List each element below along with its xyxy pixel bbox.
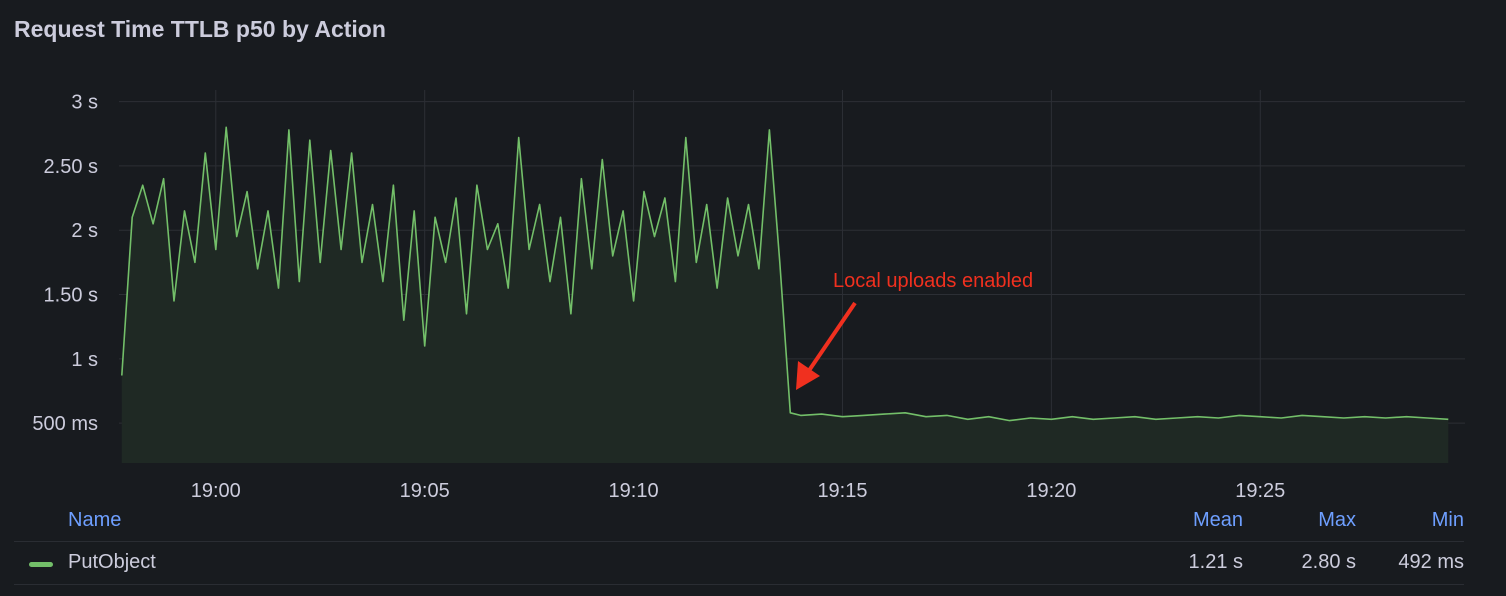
- x-tick-label: 19:00: [191, 480, 241, 500]
- time-series-chart: 3 s 2.50 s 2 s 1.50 s 1 s 500 ms 19:00 19:05 19:…: [32, 90, 1465, 500]
- legend-divider: [14, 541, 1464, 542]
- arrowhead-icon: [796, 361, 820, 390]
- legend-header-name[interactable]: Name: [68, 509, 122, 531]
- x-tick-label: 19:25: [1235, 480, 1285, 500]
- legend-max-value: 2.80 s: [1301, 551, 1356, 573]
- x-tick-label: 19:10: [609, 480, 659, 500]
- annotation-arrow: [806, 301, 857, 374]
- legend-header-min[interactable]: Min: [1431, 509, 1464, 531]
- y-tick-label: 3 s: [71, 92, 98, 114]
- x-tick-label: 19:15: [817, 480, 867, 500]
- legend-mean-value: 1.21 s: [1188, 551, 1243, 573]
- y-tick-label: 1 s: [71, 349, 98, 371]
- legend-series-name[interactable]: PutObject: [68, 551, 156, 573]
- legend-header-mean[interactable]: Mean: [1192, 509, 1243, 531]
- x-tick-label: 19:20: [1026, 480, 1076, 500]
- series-line-PutObject: [121, 126, 1449, 422]
- series-color-swatch[interactable]: [29, 562, 53, 567]
- y-tick-label: 2.50 s: [44, 156, 98, 178]
- y-tick-label: 500 ms: [32, 413, 98, 435]
- panel-title: Request Time TTLB p50 by Action: [14, 16, 386, 42]
- y-tick-label: 2 s: [71, 220, 98, 242]
- legend-min-value: 492 ms: [1398, 551, 1464, 573]
- x-tick-label: 19:05: [400, 480, 450, 500]
- y-tick-label: 1.50 s: [44, 285, 98, 307]
- legend-divider: [14, 584, 1464, 585]
- legend-header-max[interactable]: Max: [1318, 509, 1356, 531]
- annotation-text: Local uploads enabled: [833, 270, 1033, 292]
- series-area-fill: [121, 127, 1449, 464]
